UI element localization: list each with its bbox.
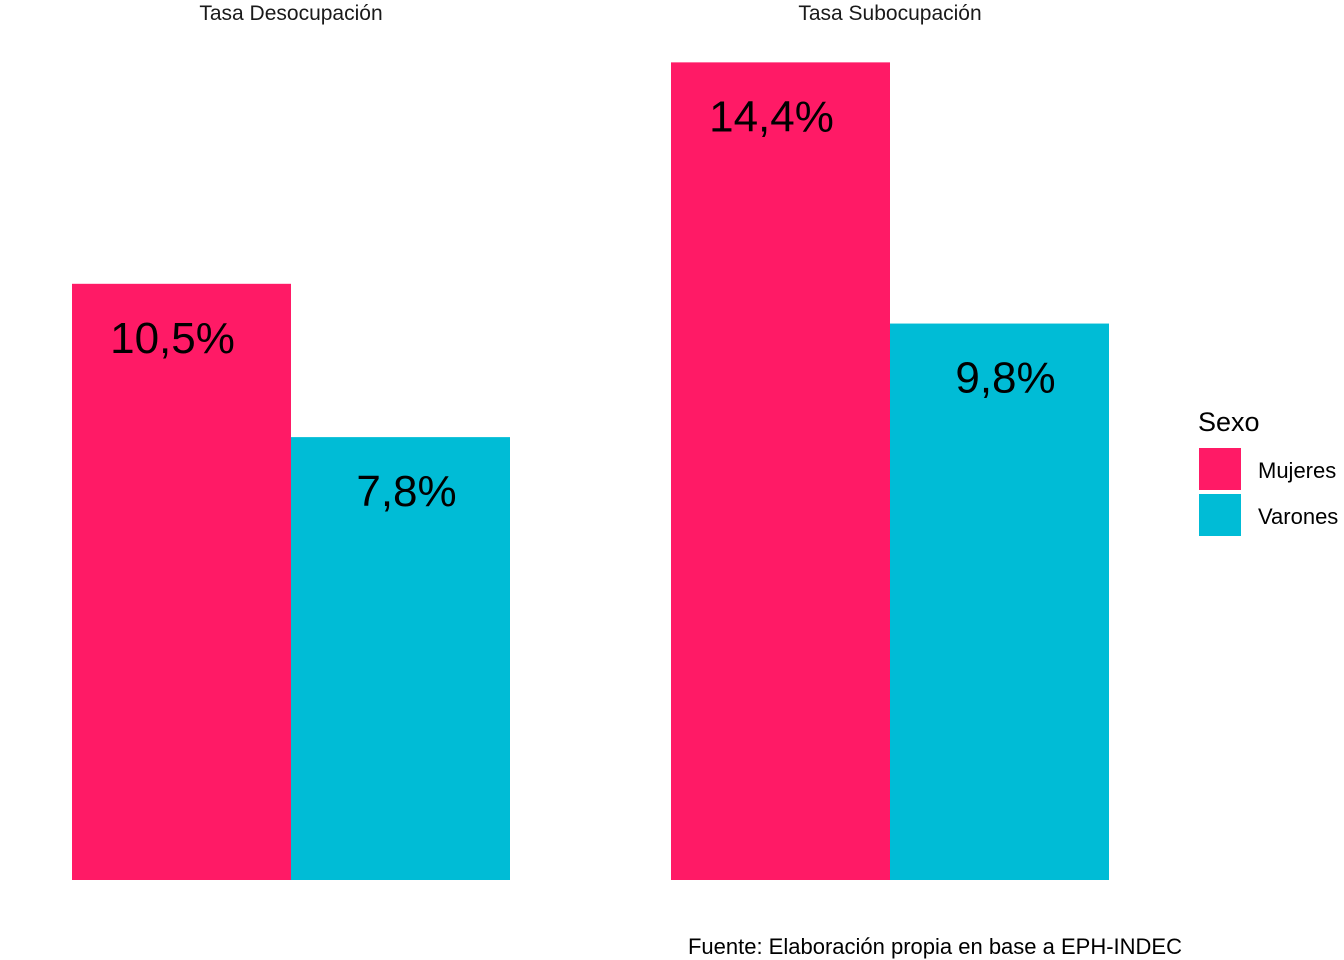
bar-value-label: 7,8% xyxy=(356,467,456,516)
legend-items: Mujeres Varones xyxy=(1199,448,1338,536)
bar-mujeres xyxy=(72,283,291,880)
bar-value-label: 9,8% xyxy=(955,354,1055,403)
bar-mujeres xyxy=(671,62,890,881)
bar-varones xyxy=(291,437,510,880)
bar-value-label: 14,4% xyxy=(709,92,834,141)
legend-label: Varones xyxy=(1258,504,1338,529)
bars xyxy=(72,62,1109,881)
legend-swatch-mujeres xyxy=(1199,448,1241,490)
bar-value-label: 10,5% xyxy=(110,314,235,363)
legend-label: Mujeres xyxy=(1258,458,1336,483)
caption: Fuente: Elaboración propia en base a EPH… xyxy=(688,934,1182,959)
facet-title: Tasa Desocupación xyxy=(199,2,382,25)
legend-swatch-varones xyxy=(1199,494,1241,536)
facet-titles: Tasa Desocupación Tasa Subocupación xyxy=(199,2,981,25)
bar-labels: 10,5% 7,8% 14,4% 9,8% xyxy=(110,92,1056,516)
legend: Sexo Mujeres Varones xyxy=(1198,407,1338,536)
facet-title: Tasa Subocupación xyxy=(798,2,981,25)
bar-varones xyxy=(890,323,1109,880)
legend-title: Sexo xyxy=(1198,407,1260,437)
